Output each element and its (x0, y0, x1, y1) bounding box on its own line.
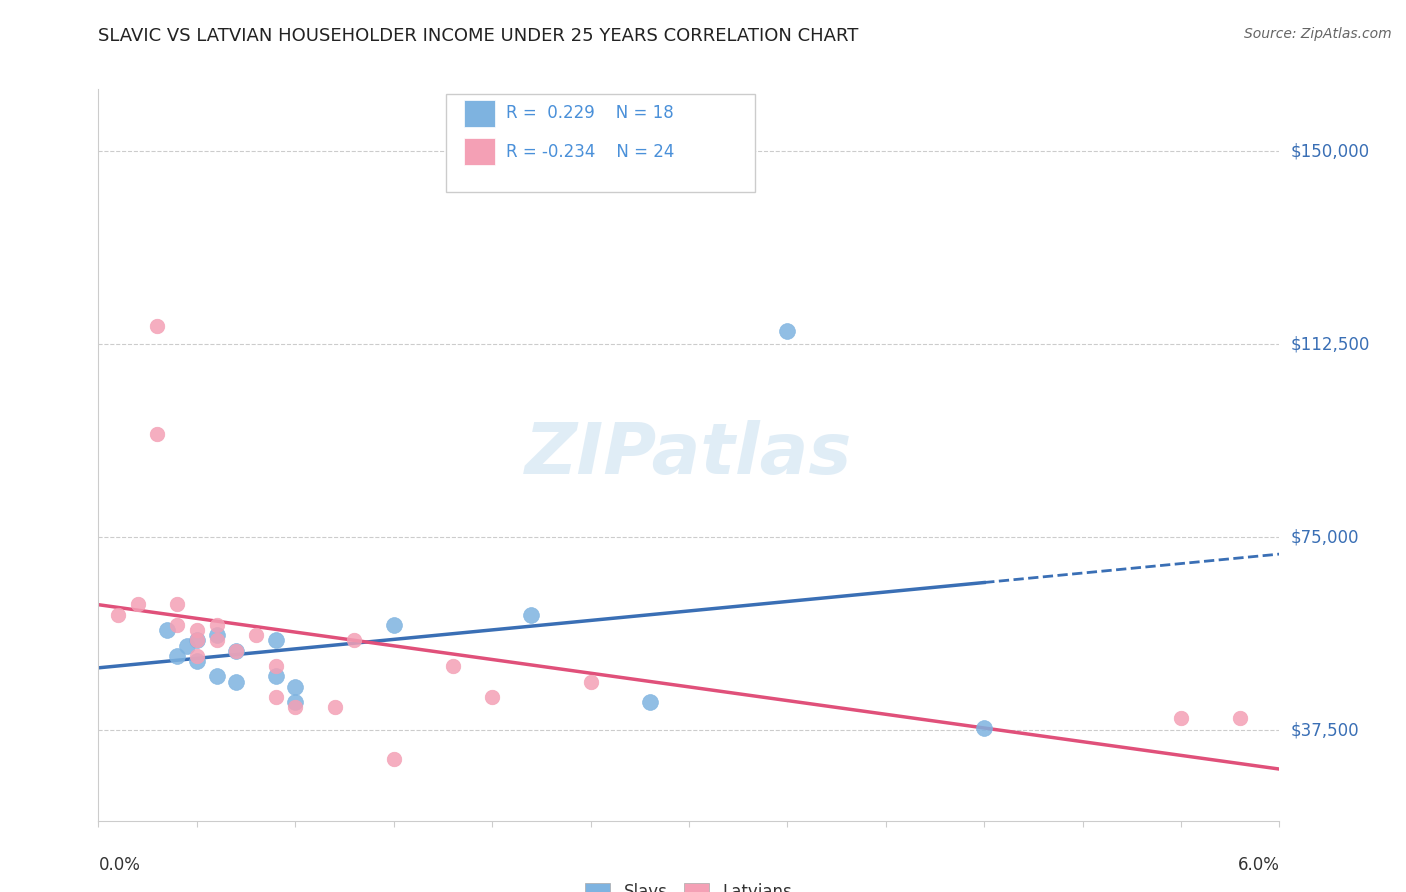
Point (166, 597, 188, 611)
Point (205, 669, 228, 683)
Point (343, 633, 366, 648)
Point (264, 669, 287, 683)
Point (146, 319, 169, 334)
Point (186, 633, 208, 648)
Point (1170, 711, 1192, 725)
Point (146, 427, 169, 442)
Text: R =  0.229    N = 18: R = 0.229 N = 18 (506, 104, 673, 122)
Point (127, 597, 149, 611)
Point (284, 680, 307, 694)
Point (441, 659, 464, 673)
Text: 6.0%: 6.0% (1237, 856, 1279, 874)
Point (225, 674, 247, 689)
Point (284, 700, 307, 714)
Text: $150,000: $150,000 (1291, 142, 1369, 160)
Point (176, 639, 198, 653)
Point (166, 618, 188, 632)
Point (245, 628, 267, 642)
Point (264, 633, 287, 648)
Point (973, 721, 995, 735)
Point (205, 633, 228, 648)
Point (186, 654, 208, 668)
Point (107, 607, 129, 622)
Point (323, 700, 346, 714)
Point (382, 752, 405, 766)
Text: $37,500: $37,500 (1291, 722, 1360, 739)
Text: 0.0%: 0.0% (98, 856, 141, 874)
Text: ZIPatlas: ZIPatlas (526, 420, 852, 490)
Point (1229, 711, 1251, 725)
Point (264, 690, 287, 704)
Point (520, 607, 543, 622)
Point (205, 628, 228, 642)
Text: $112,500: $112,500 (1291, 335, 1369, 353)
Point (776, 324, 799, 338)
Text: R = -0.234    N = 24: R = -0.234 N = 24 (506, 143, 675, 161)
Text: SLAVIC VS LATVIAN HOUSEHOLDER INCOME UNDER 25 YEARS CORRELATION CHART: SLAVIC VS LATVIAN HOUSEHOLDER INCOME UND… (98, 27, 859, 45)
Point (382, 618, 405, 632)
Point (156, 623, 179, 637)
Point (186, 648, 208, 663)
Legend: Slavs, Latvians: Slavs, Latvians (579, 876, 799, 892)
Point (205, 618, 228, 632)
Text: $75,000: $75,000 (1291, 528, 1360, 546)
Point (638, 695, 661, 709)
Point (225, 643, 247, 657)
Point (186, 633, 208, 648)
Point (186, 623, 208, 637)
Point (579, 674, 602, 689)
Text: Source: ZipAtlas.com: Source: ZipAtlas.com (1244, 27, 1392, 41)
Point (264, 659, 287, 673)
Point (284, 695, 307, 709)
Point (166, 648, 188, 663)
Point (225, 643, 247, 657)
Point (481, 690, 503, 704)
